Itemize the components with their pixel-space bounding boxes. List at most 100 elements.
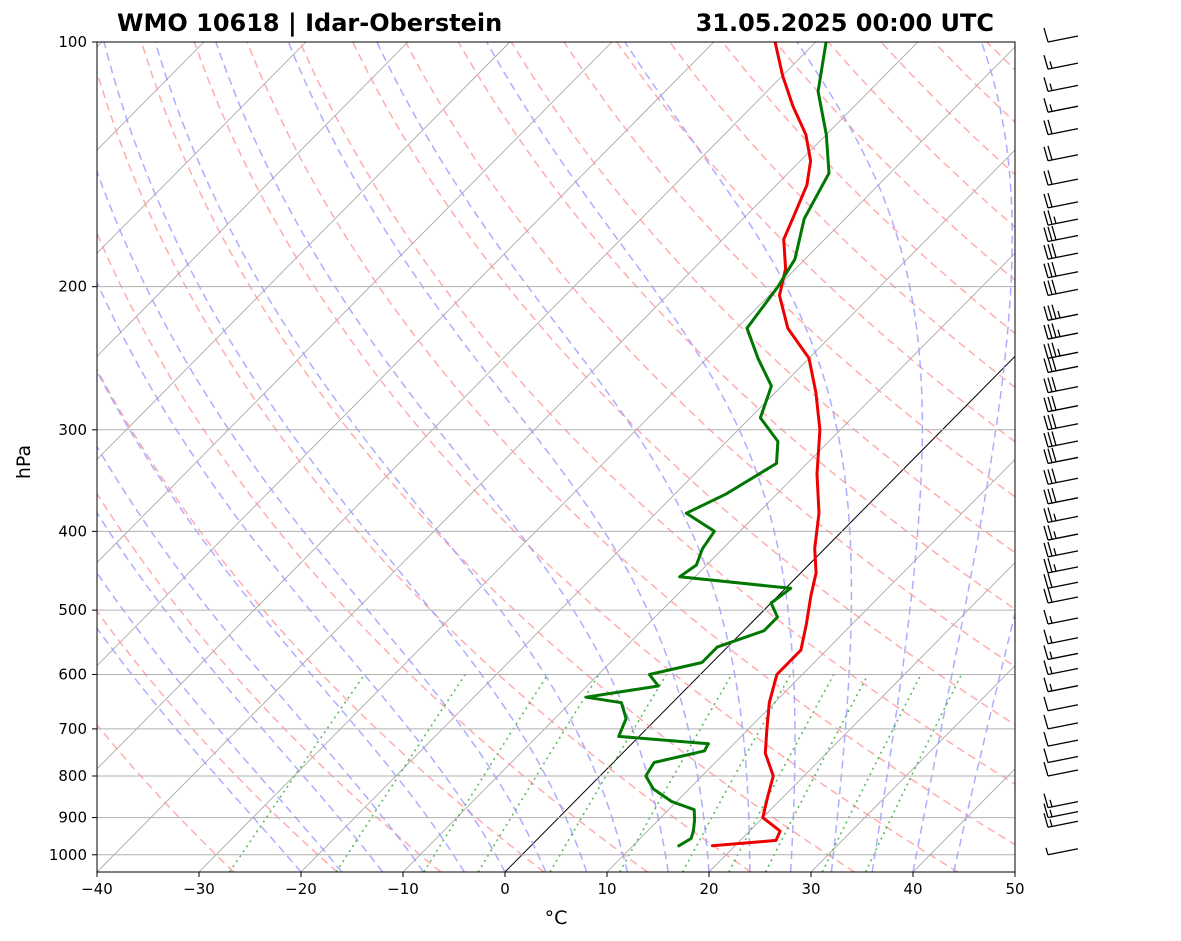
wind-barb-flag bbox=[1051, 323, 1057, 338]
wind-barb-flag bbox=[1047, 432, 1053, 447]
x-tick-label: 10 bbox=[597, 880, 616, 898]
mixing-ratio-line bbox=[335, 674, 466, 872]
wind-barb-flag bbox=[1047, 557, 1053, 573]
isotherm bbox=[97, 42, 919, 872]
wind-barb bbox=[1043, 525, 1079, 541]
wind-barb bbox=[1043, 645, 1079, 661]
wind-barb-staff bbox=[1047, 218, 1079, 226]
wind-barb-staff bbox=[1047, 652, 1079, 661]
wind-barb-half-flag bbox=[1057, 310, 1061, 319]
x-tick-label: 30 bbox=[801, 880, 820, 898]
wind-barb-flag bbox=[1051, 376, 1057, 392]
wind-barb-flag bbox=[1043, 77, 1049, 92]
wind-barb bbox=[1043, 761, 1079, 777]
wind-barb-half-flag bbox=[1049, 809, 1053, 817]
y-tick-label: 200 bbox=[58, 278, 87, 296]
wind-barb-half-flag bbox=[1049, 666, 1053, 674]
wind-barb bbox=[1043, 395, 1079, 413]
wind-barb-staff bbox=[1047, 596, 1079, 604]
x-tick-label: −10 bbox=[387, 880, 419, 898]
wind-barb-flag bbox=[1043, 306, 1049, 321]
wind-barb bbox=[1043, 696, 1079, 712]
moist-adiabat bbox=[376, 42, 751, 872]
x-axis-label: °C bbox=[545, 907, 568, 929]
wind-barb-flag bbox=[1043, 324, 1049, 340]
wind-barb-staff bbox=[1047, 178, 1079, 186]
wind-barb bbox=[1043, 27, 1079, 43]
wind-barb bbox=[1043, 98, 1079, 113]
wind-barb bbox=[1043, 414, 1079, 431]
wind-barb bbox=[1043, 748, 1079, 764]
wind-barb-flag bbox=[1047, 587, 1053, 603]
wind-barb-flag bbox=[1051, 342, 1057, 357]
wind-barb-flag bbox=[1043, 397, 1049, 412]
isotherm-zero bbox=[504, 355, 1015, 872]
wind-barb-flag bbox=[1043, 793, 1049, 808]
dry-adiabat bbox=[721, 42, 1015, 335]
wind-barb-flag bbox=[1047, 119, 1053, 134]
wind-barb-flag bbox=[1051, 225, 1057, 241]
wind-barb-flag bbox=[1043, 629, 1049, 644]
wind-barb-flag bbox=[1043, 645, 1049, 660]
wind-barb-staff bbox=[1047, 550, 1079, 558]
dry-adiabat bbox=[404, 42, 1015, 668]
y-tick-label: 1000 bbox=[49, 846, 87, 864]
mixing-ratio-line bbox=[228, 674, 366, 872]
wind-barb-flag bbox=[1043, 170, 1049, 186]
wind-barb-flag bbox=[1043, 378, 1049, 393]
dry-adiabat bbox=[193, 42, 959, 872]
wind-barb-flag bbox=[1043, 146, 1049, 161]
dry-adiabat bbox=[457, 42, 1015, 610]
wind-barb bbox=[1043, 731, 1079, 747]
wind-barb-half-flag bbox=[1049, 819, 1053, 827]
wind-barb-half-flag bbox=[1049, 651, 1053, 659]
moist-adiabat bbox=[103, 42, 588, 872]
wind-barb bbox=[1043, 145, 1079, 162]
wind-barb bbox=[1043, 813, 1079, 828]
x-tick-label: −20 bbox=[285, 880, 317, 898]
dry-adiabat bbox=[510, 42, 1015, 554]
wind-barb-flag bbox=[1043, 558, 1049, 574]
wind-barb-staff bbox=[1047, 365, 1079, 374]
dry-adiabat bbox=[97, 610, 338, 872]
wind-barb-half-flag bbox=[1049, 683, 1053, 692]
mixing-ratio-line bbox=[864, 674, 963, 872]
wind-barb-half-flag bbox=[1057, 348, 1061, 357]
wind-barb bbox=[1043, 541, 1079, 558]
wind-barb-flag bbox=[1043, 489, 1049, 505]
wind-barb bbox=[1043, 447, 1079, 465]
dry-adiabat bbox=[1145, 42, 1181, 872]
wind-barb bbox=[1043, 573, 1079, 589]
wind-barb-flag bbox=[1051, 414, 1057, 429]
y-tick-label: 700 bbox=[58, 720, 87, 738]
wind-barb-flag bbox=[1043, 660, 1049, 675]
y-axis-label: hPa bbox=[13, 445, 35, 479]
isotherm bbox=[402, 252, 1015, 872]
wind-barb-flag bbox=[1047, 343, 1053, 358]
wind-barb-staff bbox=[1047, 667, 1079, 676]
wind-barb-staff bbox=[1047, 820, 1079, 828]
wind-barb-staff bbox=[1047, 533, 1079, 541]
wind-barb-staff bbox=[1047, 637, 1079, 645]
moist-adiabat bbox=[97, 571, 343, 872]
wind-barb bbox=[1043, 376, 1079, 394]
wind-barb bbox=[1043, 629, 1079, 645]
wind-barb-flag bbox=[1047, 357, 1053, 372]
isotherm bbox=[97, 42, 715, 667]
wind-barb-half-flag bbox=[1049, 83, 1053, 91]
dry-adiabat bbox=[986, 42, 1015, 71]
wind-barb-staff bbox=[1047, 769, 1079, 777]
wind-barb-flag bbox=[1043, 813, 1049, 828]
wind-barb-staff bbox=[1047, 566, 1079, 574]
wind-barb-staff bbox=[1047, 617, 1079, 625]
wind-barb-staff bbox=[1047, 456, 1079, 465]
isotherm bbox=[97, 42, 817, 770]
mixing-ratio-line bbox=[423, 674, 549, 872]
dry-adiabat bbox=[352, 42, 1015, 726]
wind-barb-flag bbox=[1047, 448, 1053, 463]
wind-barb-half-flag bbox=[1049, 61, 1053, 69]
isotherm bbox=[97, 42, 307, 254]
wind-barb-flag bbox=[1043, 803, 1049, 818]
wind-barb bbox=[1043, 803, 1079, 819]
